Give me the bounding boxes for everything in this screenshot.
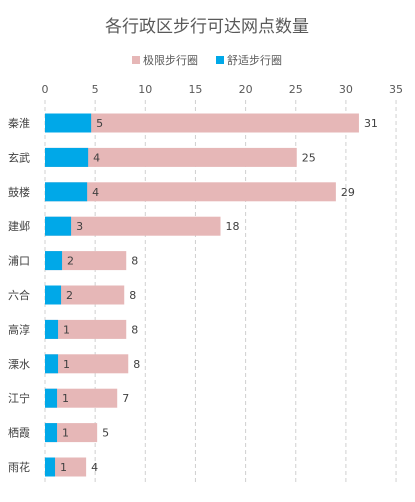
- bar-limit: [45, 285, 125, 305]
- legend: 极限步行圈 舒适步行圈: [132, 53, 282, 67]
- bar-limit: [45, 182, 336, 202]
- data-label-comfort: 1: [63, 358, 70, 371]
- data-label-comfort: 1: [62, 392, 69, 405]
- x-tick-label: 10: [138, 83, 152, 96]
- data-label-comfort: 1: [60, 461, 67, 474]
- category-label: 浦口: [8, 255, 30, 268]
- x-axis-ticks: 0 5 10 15 20 25 30 35: [42, 83, 404, 96]
- data-label-limit: 8: [131, 323, 138, 336]
- bar-comfort: [45, 423, 58, 443]
- bar-limit: [45, 319, 127, 339]
- labels-limit: 31 25 29 18 8 8 8 8 7 5 4: [91, 117, 378, 474]
- chart-title: 各行政区步行可达网点数量: [105, 17, 309, 37]
- category-label: 鼓楼: [8, 185, 30, 199]
- bar-limit: [45, 251, 127, 271]
- data-label-limit: 5: [102, 427, 109, 440]
- bar-limit: [45, 113, 359, 133]
- data-label-comfort: 1: [62, 427, 69, 440]
- bar-limit: [45, 388, 118, 408]
- bars-limit: [45, 113, 359, 477]
- data-label-comfort: 2: [66, 289, 73, 302]
- data-label-limit: 25: [302, 151, 316, 164]
- bar-limit: [45, 147, 297, 167]
- data-label-limit: 8: [131, 255, 138, 268]
- bar-comfort: [45, 388, 58, 408]
- x-tick-label: 5: [92, 83, 99, 96]
- data-label-limit: 7: [122, 392, 129, 405]
- data-label-comfort: 4: [92, 186, 99, 199]
- bar-comfort: [45, 113, 92, 133]
- category-label: 溧水: [8, 357, 30, 371]
- data-label-limit: 31: [364, 117, 378, 130]
- category-label: 六合: [8, 288, 30, 302]
- legend-label-comfort: 舒适步行圈: [227, 53, 282, 67]
- data-label-limit: 8: [133, 358, 140, 371]
- category-label: 高淳: [8, 322, 30, 336]
- category-label: 建邺: [8, 219, 30, 233]
- bar-comfort: [45, 457, 56, 477]
- category-label: 栖霞: [8, 426, 30, 440]
- bar-comfort: [45, 147, 89, 167]
- bar-comfort: [45, 251, 63, 271]
- x-tick-label: 25: [289, 83, 303, 96]
- data-label-comfort: 3: [76, 220, 83, 233]
- bar-limit: [45, 354, 129, 374]
- bar-limit: [45, 216, 221, 236]
- data-label-limit: 29: [341, 186, 355, 199]
- category-label: 雨花: [8, 461, 30, 474]
- data-label-limit: 8: [129, 289, 136, 302]
- data-label-comfort: 1: [63, 323, 70, 336]
- labels-comfort: 5 4 4 3 2 2 1 1 1 1 1: [60, 117, 103, 474]
- x-tick-label: 15: [188, 83, 202, 96]
- data-label-limit: 4: [91, 461, 98, 474]
- bar-comfort: [45, 216, 72, 236]
- bar-limit: [45, 457, 87, 477]
- x-tick-label: 20: [239, 83, 253, 96]
- category-label: 玄武: [8, 150, 30, 164]
- bar-comfort: [45, 285, 62, 305]
- category-label: 江宁: [8, 391, 30, 405]
- x-tick-label: 30: [339, 83, 353, 96]
- bar-comfort: [45, 354, 59, 374]
- data-label-comfort: 5: [96, 117, 103, 130]
- bars-comfort: [45, 113, 92, 477]
- x-tick-label: 35: [389, 83, 403, 96]
- data-label-comfort: 2: [67, 255, 74, 268]
- data-label-limit: 18: [226, 220, 240, 233]
- category-label: 秦淮: [8, 116, 30, 130]
- legend-swatch-limit: [132, 56, 140, 64]
- x-tick-label: 0: [42, 83, 49, 96]
- bar-limit: [45, 423, 98, 443]
- bar-comfort: [45, 319, 59, 339]
- bar-comfort: [45, 182, 88, 202]
- legend-label-limit: 极限步行圈: [143, 53, 198, 67]
- data-label-comfort: 4: [93, 151, 100, 164]
- legend-swatch-comfort: [216, 56, 224, 64]
